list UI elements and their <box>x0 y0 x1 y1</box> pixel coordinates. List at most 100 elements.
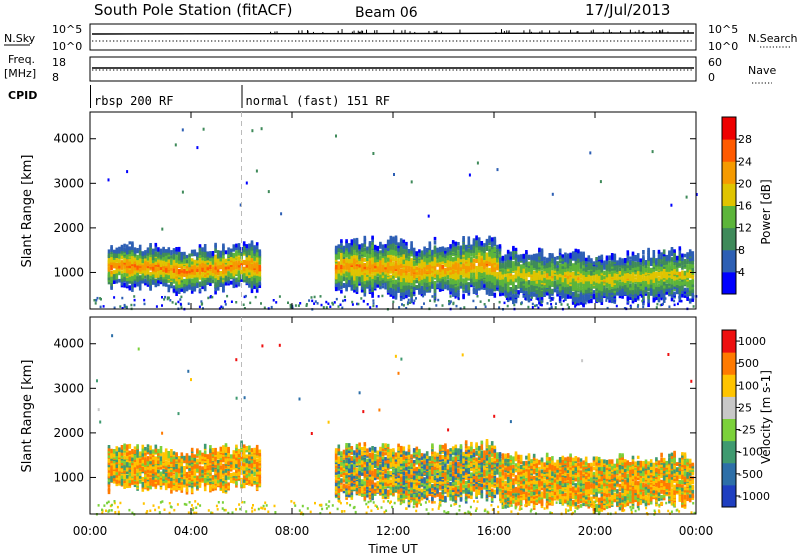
echo-cell <box>569 267 572 273</box>
echo-cell <box>616 275 619 279</box>
echo-cell <box>490 267 494 273</box>
echo-cell <box>457 250 460 255</box>
echo-cell <box>477 272 481 278</box>
echo-cell <box>483 268 486 273</box>
echo-cell <box>110 475 113 481</box>
echo-cell <box>410 275 413 280</box>
echo-cell <box>462 269 465 275</box>
echo-cell <box>517 290 520 295</box>
echo-cell <box>444 256 447 262</box>
echo-cell <box>222 251 225 256</box>
echo-cell <box>569 276 572 281</box>
echo-cell <box>446 259 450 263</box>
echo-cell <box>235 260 238 266</box>
echo-cell <box>425 248 429 253</box>
echo-cell <box>675 255 679 261</box>
echo-cell <box>652 268 656 272</box>
echo-cell <box>407 269 411 273</box>
echo-cell <box>475 249 478 254</box>
echo-cell <box>351 300 354 304</box>
echo-cell <box>574 270 578 276</box>
echo-cell <box>123 264 126 269</box>
echo-cell <box>402 259 406 265</box>
echo-cell <box>517 281 520 285</box>
echo-cell <box>636 265 640 270</box>
echo-cell <box>170 250 173 256</box>
echo-cell <box>681 253 684 258</box>
echo-cell <box>110 265 113 271</box>
echo-cell <box>610 271 614 277</box>
echo-cell <box>384 254 387 259</box>
echo-cell <box>540 253 544 259</box>
echo-cell <box>431 271 434 277</box>
echo-cell <box>558 282 562 287</box>
echo-cell <box>392 239 395 244</box>
echo-cell <box>107 480 111 485</box>
echo-cell <box>592 279 596 285</box>
echo-cell <box>381 256 385 261</box>
echo-cell <box>657 295 661 301</box>
echo-cell <box>399 256 403 262</box>
echo-cell <box>423 255 426 259</box>
echo-cell <box>141 274 145 279</box>
echo-cell <box>592 278 596 282</box>
echo-cell <box>647 291 650 296</box>
echo-cell <box>459 267 463 271</box>
echo-cell <box>436 257 439 263</box>
echo-cell <box>608 267 611 272</box>
echo-cell <box>201 255 204 261</box>
echo-cell <box>644 275 648 280</box>
echo-cell <box>603 287 606 293</box>
echo-cell <box>451 268 455 274</box>
echo-cell <box>118 450 121 456</box>
echo-cell <box>201 265 204 270</box>
echo-cell <box>475 254 478 259</box>
echo-cell <box>386 275 390 280</box>
echo-cell <box>196 255 199 261</box>
echo-cell <box>530 298 533 301</box>
echo-cell <box>394 279 398 285</box>
echo-cell <box>251 129 254 133</box>
echo-cell <box>431 276 434 282</box>
echo-cell <box>517 274 520 281</box>
echo-cell <box>616 270 619 274</box>
echo-cell <box>660 262 663 267</box>
echo-cell <box>123 247 126 252</box>
echo-cell <box>621 285 624 289</box>
echo-cell <box>381 264 385 269</box>
echo-cell <box>342 283 346 288</box>
echo-cell <box>675 284 679 288</box>
echo-cell <box>219 281 223 287</box>
echo-cell <box>340 251 343 256</box>
echo-cell <box>483 283 486 288</box>
echo-cell <box>522 258 526 264</box>
echo-cell <box>501 262 505 268</box>
echo-cell <box>525 261 528 268</box>
echo-cell <box>366 268 369 274</box>
echo-cell <box>363 288 367 293</box>
echo-cell <box>154 256 158 262</box>
echo-cell <box>459 281 463 286</box>
echo-cell <box>504 276 507 281</box>
echo-cell <box>146 267 150 273</box>
echo-cell <box>144 260 147 265</box>
nsearch-tick-bottom: 10^0 <box>708 40 738 53</box>
echo-cell <box>587 294 591 299</box>
echo-cell <box>245 250 249 255</box>
echo-cell <box>355 290 359 295</box>
echo-cell <box>545 266 549 271</box>
echo-cell <box>608 255 611 261</box>
echo-cell <box>172 280 176 284</box>
echo-cell <box>512 250 515 255</box>
echo-cell <box>649 271 653 276</box>
power-echo-cells <box>93 127 698 311</box>
echo-cell <box>138 473 142 479</box>
echo-cell <box>159 262 163 268</box>
echo-cell <box>662 302 664 306</box>
echo-cell <box>133 453 137 457</box>
echo-cell <box>131 449 134 455</box>
echo-cell <box>118 481 121 486</box>
echo-cell <box>605 260 609 265</box>
echo-cell <box>613 257 617 263</box>
echo-cell <box>209 251 212 257</box>
